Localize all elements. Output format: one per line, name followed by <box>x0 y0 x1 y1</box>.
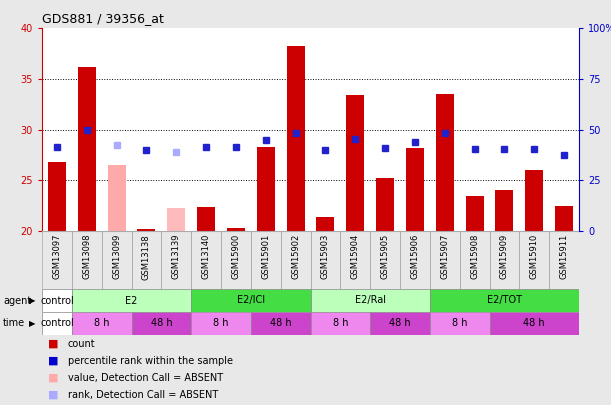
Text: GSM15902: GSM15902 <box>291 234 300 279</box>
Text: rank, Detection Call = ABSENT: rank, Detection Call = ABSENT <box>68 390 218 400</box>
Bar <box>72 289 191 312</box>
Bar <box>167 208 185 231</box>
Bar <box>466 196 483 231</box>
Bar <box>108 165 125 231</box>
Bar <box>197 207 215 231</box>
Text: control: control <box>40 296 74 305</box>
Bar <box>191 312 251 335</box>
Text: GSM15906: GSM15906 <box>411 234 419 279</box>
Bar <box>310 289 430 312</box>
Bar <box>191 231 221 289</box>
Text: GSM15904: GSM15904 <box>351 234 360 279</box>
Bar <box>346 95 364 231</box>
Text: ■: ■ <box>48 356 59 366</box>
Text: 48 h: 48 h <box>524 318 545 328</box>
Bar <box>519 231 549 289</box>
Bar <box>316 217 334 231</box>
Bar <box>496 190 513 231</box>
Bar <box>137 229 155 231</box>
Text: 8 h: 8 h <box>213 318 229 328</box>
Text: 8 h: 8 h <box>94 318 109 328</box>
Text: 8 h: 8 h <box>332 318 348 328</box>
Bar <box>489 231 519 289</box>
Text: GSM15911: GSM15911 <box>560 234 569 279</box>
Text: GSM15905: GSM15905 <box>381 234 390 279</box>
Bar <box>430 312 489 335</box>
Bar <box>191 289 310 312</box>
Bar <box>436 94 454 231</box>
Bar <box>370 312 430 335</box>
Text: ▶: ▶ <box>29 296 36 305</box>
Bar <box>131 312 191 335</box>
Bar <box>101 231 131 289</box>
Text: GSM13139: GSM13139 <box>172 234 181 279</box>
Bar <box>406 148 424 231</box>
Text: E2/TOT: E2/TOT <box>487 296 522 305</box>
Bar <box>400 231 430 289</box>
Bar <box>340 231 370 289</box>
Bar <box>370 231 400 289</box>
Bar <box>257 147 275 231</box>
Bar <box>227 228 245 231</box>
Bar <box>549 231 579 289</box>
Text: ■: ■ <box>48 339 59 349</box>
Text: GSM15907: GSM15907 <box>441 234 449 279</box>
Bar <box>221 231 251 289</box>
Bar <box>131 231 161 289</box>
Bar <box>251 231 280 289</box>
Bar <box>525 170 543 231</box>
Text: E2/Ral: E2/Ral <box>354 296 386 305</box>
Text: GSM15908: GSM15908 <box>470 234 479 279</box>
Bar <box>430 231 459 289</box>
Bar <box>310 312 370 335</box>
Text: GSM13140: GSM13140 <box>202 234 211 279</box>
Text: percentile rank within the sample: percentile rank within the sample <box>68 356 233 366</box>
Bar <box>48 162 66 231</box>
Bar <box>489 312 579 335</box>
Bar <box>42 231 72 289</box>
Text: GSM15901: GSM15901 <box>262 234 270 279</box>
Bar <box>78 66 96 231</box>
Text: GSM15909: GSM15909 <box>500 234 509 279</box>
Text: GSM15910: GSM15910 <box>530 234 539 279</box>
Text: 48 h: 48 h <box>150 318 172 328</box>
Text: GSM13099: GSM13099 <box>112 234 121 279</box>
Text: GSM13138: GSM13138 <box>142 234 151 279</box>
Bar <box>430 289 579 312</box>
Text: 48 h: 48 h <box>389 318 411 328</box>
Text: control: control <box>40 318 74 328</box>
Bar <box>310 231 340 289</box>
Bar <box>72 312 131 335</box>
Text: agent: agent <box>3 296 31 305</box>
Text: value, Detection Call = ABSENT: value, Detection Call = ABSENT <box>68 373 223 383</box>
Text: 8 h: 8 h <box>452 318 467 328</box>
Text: GSM13098: GSM13098 <box>82 234 91 279</box>
Bar <box>376 178 394 231</box>
Bar <box>251 312 310 335</box>
Text: count: count <box>68 339 95 349</box>
Bar <box>42 312 72 335</box>
Text: time: time <box>3 318 25 328</box>
Text: GSM15900: GSM15900 <box>232 234 240 279</box>
Text: E2/ICI: E2/ICI <box>237 296 265 305</box>
Text: ■: ■ <box>48 390 59 400</box>
Text: GSM15903: GSM15903 <box>321 234 330 279</box>
Bar <box>72 231 101 289</box>
Text: 48 h: 48 h <box>270 318 291 328</box>
Bar <box>287 46 304 231</box>
Bar <box>555 206 573 231</box>
Text: GSM13097: GSM13097 <box>53 234 62 279</box>
Text: E2: E2 <box>125 296 137 305</box>
Text: ▶: ▶ <box>29 319 36 328</box>
Bar <box>42 289 72 312</box>
Text: GDS881 / 39356_at: GDS881 / 39356_at <box>42 13 164 26</box>
Text: ■: ■ <box>48 373 59 383</box>
Bar <box>459 231 489 289</box>
Bar <box>280 231 310 289</box>
Bar <box>161 231 191 289</box>
